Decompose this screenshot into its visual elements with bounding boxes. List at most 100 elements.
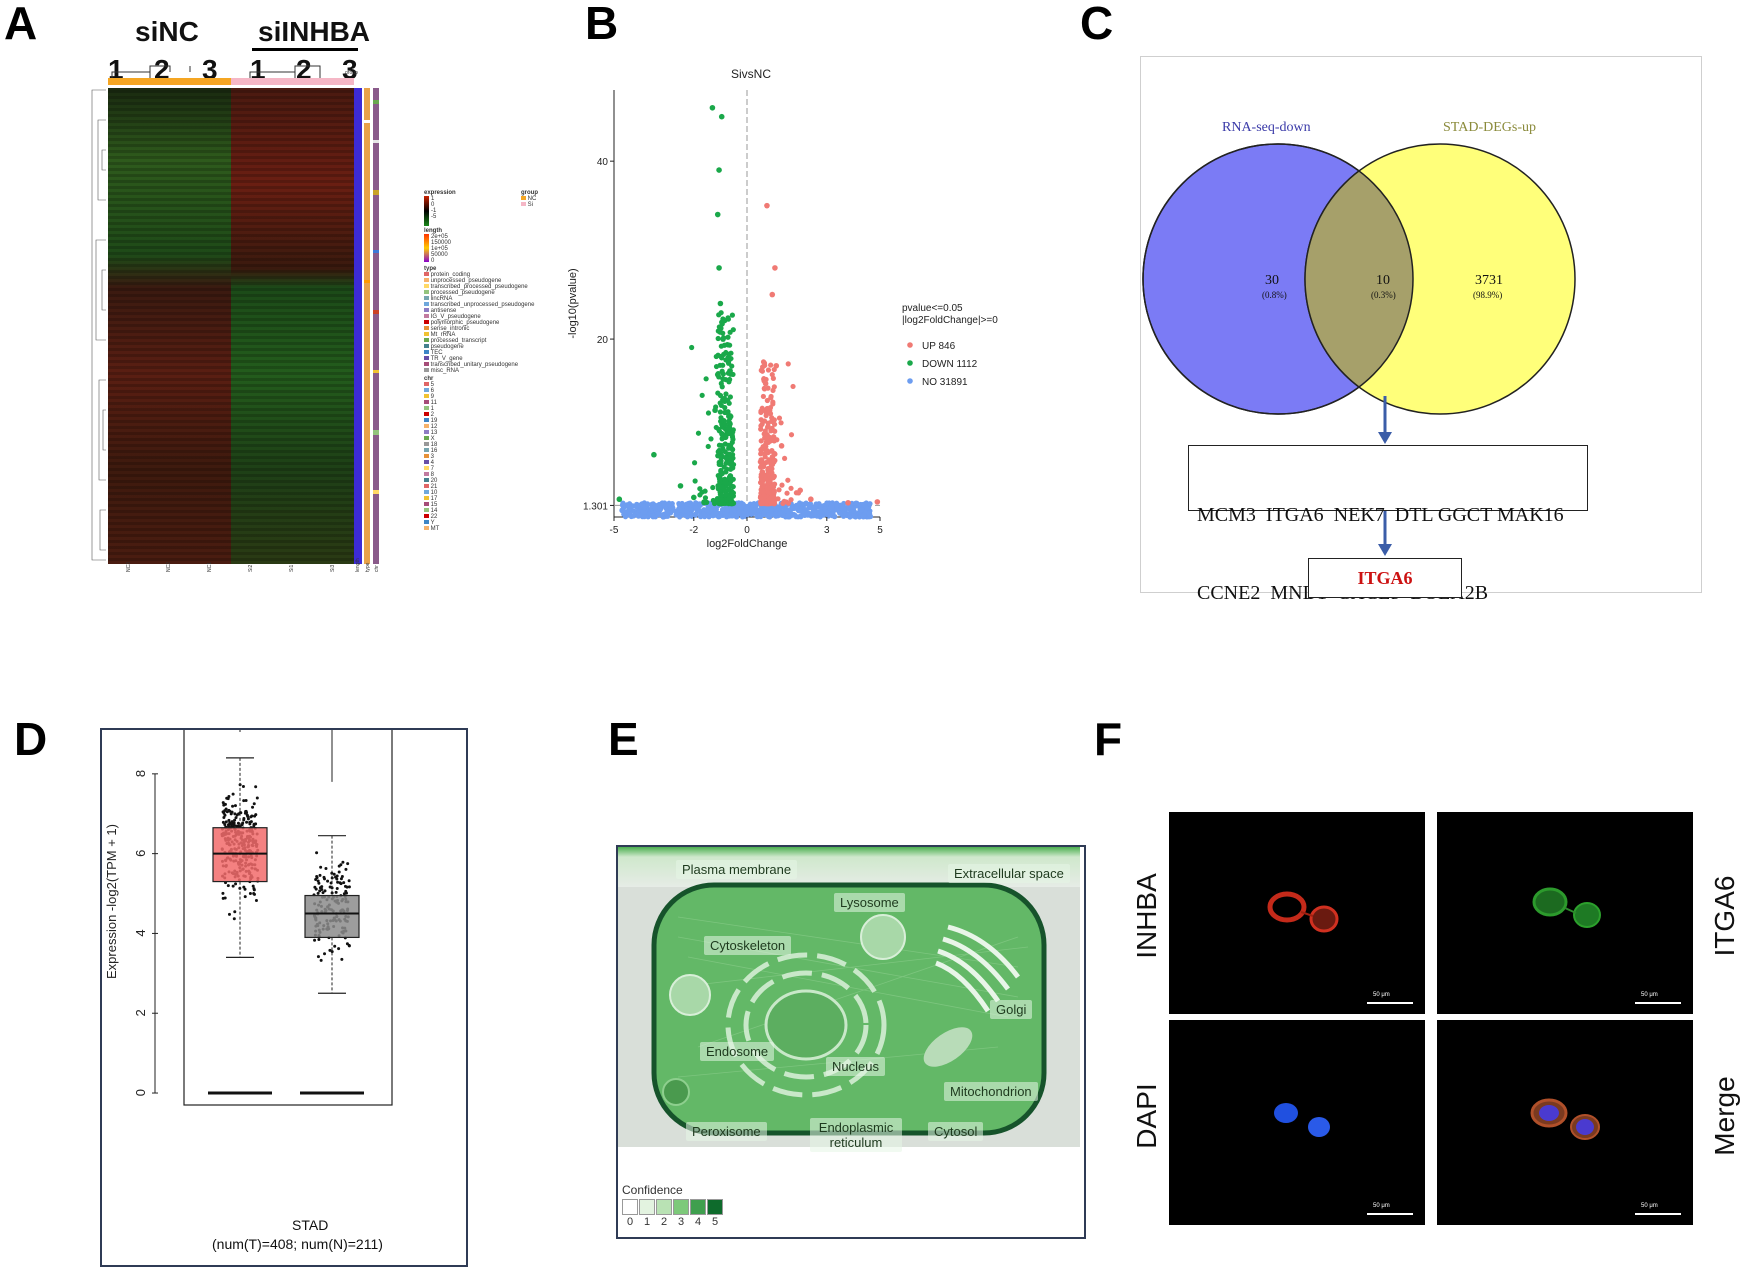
boxplot-point bbox=[335, 877, 339, 881]
volcano-point-no bbox=[731, 507, 737, 513]
volcano-point bbox=[664, 508, 670, 515]
volcano-point-down bbox=[719, 355, 725, 361]
boxplot-point bbox=[254, 785, 258, 789]
legend-type-item: TR_V_gene bbox=[424, 356, 544, 362]
volcano-point-no bbox=[797, 500, 803, 506]
scale-bar-label: 50 μm bbox=[1641, 1203, 1658, 1209]
boxplot-point bbox=[339, 877, 343, 881]
cell-diagram bbox=[618, 847, 1080, 1147]
boxplot-point bbox=[345, 885, 349, 889]
volcano-legend-key bbox=[907, 360, 913, 366]
boxplot-point bbox=[227, 795, 231, 799]
boxplot-point bbox=[234, 882, 238, 886]
volcano-point-down bbox=[727, 421, 733, 427]
venn-overlap bbox=[1304, 144, 1413, 414]
confidence-level-label: 0 bbox=[626, 1216, 634, 1228]
volcano-point-no bbox=[769, 507, 775, 513]
legend-chr-item: 10 bbox=[424, 490, 544, 496]
boxplot-point bbox=[316, 955, 320, 959]
boxplot-point bbox=[315, 876, 319, 880]
boxplot-point bbox=[221, 896, 225, 900]
volcano-point-down bbox=[730, 484, 736, 490]
legend-group-item: NC bbox=[527, 196, 537, 202]
legend-type-item: processed_pseudogene bbox=[424, 290, 544, 296]
legend-expression-title: expression bbox=[424, 190, 456, 196]
legend-type-item: sense_intronic bbox=[424, 326, 544, 332]
cell-label-endosome: Endosome bbox=[700, 1042, 775, 1061]
volcano-point-no bbox=[626, 504, 632, 510]
volcano-point-no bbox=[797, 508, 803, 514]
volcano-point-down bbox=[730, 371, 736, 378]
boxplot-point bbox=[242, 817, 246, 821]
confidence-swatch bbox=[690, 1199, 706, 1215]
volcano-point-no bbox=[793, 503, 799, 509]
volcano-point-down bbox=[730, 327, 736, 333]
boxplot-point bbox=[341, 860, 345, 864]
volcano-point-no bbox=[834, 502, 840, 509]
venn-mid-count: 10 bbox=[1376, 273, 1390, 288]
volcano-point-up bbox=[784, 490, 790, 496]
volcano-point-down bbox=[728, 462, 735, 468]
venn-left-pct: (0.8%) bbox=[1262, 290, 1287, 300]
volcano-title: SivsNC bbox=[731, 67, 771, 81]
if-label-dapi: DAPI bbox=[1131, 1083, 1162, 1149]
volcano-point-no bbox=[824, 500, 830, 506]
volcano-point-down bbox=[720, 330, 726, 336]
volcano-point-no bbox=[813, 501, 819, 507]
volcano-point-no bbox=[723, 512, 729, 518]
boxplot-point bbox=[234, 824, 238, 828]
boxplot-point bbox=[237, 824, 241, 828]
legend-chr-item: 17 bbox=[424, 496, 544, 502]
boxplot-point bbox=[241, 784, 245, 788]
legend-chr-item: Y bbox=[424, 520, 544, 526]
volcano-point-up bbox=[758, 438, 764, 444]
volcano-point-down bbox=[716, 312, 722, 318]
heatmap-col-label: Si2 bbox=[248, 565, 254, 572]
boxplot-point bbox=[326, 879, 330, 883]
volcano-legend-title: |log2FoldChange|>=0 bbox=[902, 315, 998, 326]
volcano-point-no bbox=[656, 501, 662, 508]
volcano-point bbox=[824, 509, 830, 516]
legend-tick: 50000 bbox=[431, 252, 448, 258]
volcano-point-no bbox=[853, 500, 859, 506]
boxplot-point bbox=[223, 809, 227, 813]
rep-label: 2 bbox=[154, 54, 170, 85]
confidence-title: Confidence bbox=[622, 1183, 683, 1197]
cell-label-nucleus: Nucleus bbox=[826, 1057, 885, 1076]
boxplot-point bbox=[344, 867, 348, 871]
volcano-point-up bbox=[785, 477, 791, 483]
if-label-inhba: INHBA bbox=[1131, 873, 1162, 959]
volcano-point-down bbox=[689, 344, 695, 351]
golgi-shape bbox=[935, 924, 1020, 1013]
boxplot-point bbox=[255, 796, 259, 800]
boxplot-point bbox=[316, 891, 320, 895]
boxplot-y-tick-label: 6 bbox=[133, 850, 148, 857]
confidence-level-label: 1 bbox=[643, 1216, 651, 1228]
volcano-point bbox=[717, 460, 724, 467]
volcano-point bbox=[770, 434, 777, 440]
volcano-point-up bbox=[759, 481, 765, 487]
legend-tick: -5 bbox=[431, 214, 437, 220]
volcano-point-up bbox=[769, 483, 775, 489]
legend-length-title: length bbox=[424, 228, 442, 234]
volcano-point bbox=[714, 371, 721, 378]
volcano-point bbox=[866, 510, 873, 517]
volcano-point-up bbox=[768, 393, 774, 400]
boxplot-point bbox=[251, 884, 255, 888]
volcano-point-up bbox=[776, 415, 783, 421]
volcano-point-up bbox=[768, 362, 774, 368]
boxplot-point bbox=[243, 895, 247, 899]
venn-genes-line1: MCM3 ITGA6 NEK7 DTL GGCT MAK16 bbox=[1197, 504, 1564, 526]
boxplot-point bbox=[236, 821, 240, 825]
volcano-point-up bbox=[788, 497, 794, 503]
heatmap-track-label: length bbox=[355, 558, 361, 572]
boxplot-point bbox=[321, 891, 325, 895]
volcano-point-no bbox=[640, 509, 646, 515]
boxplot-point bbox=[252, 888, 256, 892]
volcano-point-down bbox=[720, 362, 726, 368]
boxplot-point bbox=[231, 804, 235, 808]
legend-chr-item: 18 bbox=[424, 442, 544, 448]
volcano-point-no bbox=[682, 512, 689, 519]
rep-label: 1 bbox=[250, 54, 266, 85]
legend-chr-item: 1 bbox=[424, 406, 544, 412]
